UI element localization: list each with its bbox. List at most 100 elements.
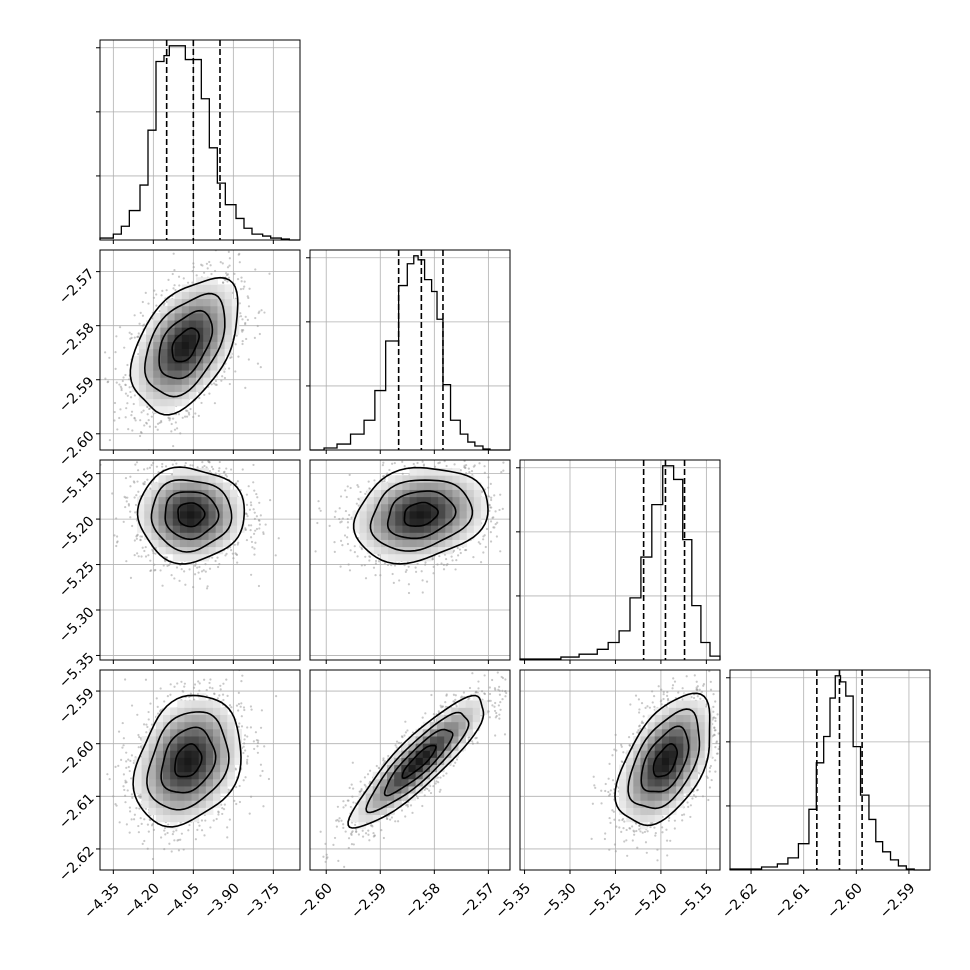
sample-point [600, 802, 603, 805]
sample-point [157, 712, 160, 715]
sample-point [104, 351, 107, 354]
density-cell [415, 757, 424, 766]
density-cell [141, 771, 150, 780]
density-cell [388, 532, 396, 540]
sample-point [690, 787, 693, 790]
density-cell [205, 707, 214, 716]
sample-point [257, 311, 260, 315]
sample-point [165, 289, 168, 292]
density-cell [444, 736, 452, 744]
sample-point [197, 571, 200, 574]
sample-point [380, 829, 383, 832]
sample-point [242, 706, 246, 709]
sample-point [693, 674, 696, 677]
density-cell [155, 743, 164, 751]
sample-point [397, 741, 401, 744]
density-cell [683, 714, 691, 723]
sample-point [475, 690, 478, 693]
sample-point [314, 550, 317, 553]
sample-point [169, 562, 172, 565]
sample-point [257, 739, 260, 742]
density-cell [201, 489, 209, 498]
density-cell [472, 714, 481, 723]
sample-point [130, 704, 134, 707]
density-cell [409, 503, 418, 512]
sample-point [141, 314, 145, 317]
sample-point [698, 688, 701, 691]
sample-point [723, 680, 725, 682]
density-cell [229, 496, 238, 505]
density-cell [187, 475, 195, 483]
sample-point [483, 471, 486, 474]
density-cell [165, 475, 174, 483]
sample-point [175, 462, 178, 465]
sample-point [495, 535, 499, 538]
density-cell [647, 778, 656, 787]
sample-point [621, 818, 624, 822]
sample-point [472, 556, 475, 559]
density-cell [394, 800, 402, 808]
density-cell [402, 482, 410, 490]
density-cell [184, 807, 192, 816]
density-cell [148, 757, 157, 766]
sample-point [368, 839, 371, 842]
sample-point [430, 454, 432, 456]
density-cell [408, 743, 417, 751]
sample-point [483, 465, 486, 468]
density-cell [181, 384, 190, 392]
sample-point [132, 402, 135, 406]
sample-point [130, 336, 133, 340]
sample-point [133, 336, 136, 339]
sample-point [398, 579, 401, 582]
sample-point [444, 705, 448, 708]
sample-point [353, 551, 356, 554]
sample-point [148, 466, 152, 469]
density-cell [438, 546, 446, 555]
sample-point [240, 715, 243, 718]
density-cell [661, 757, 670, 766]
sample-point [192, 262, 195, 265]
sample-point [401, 736, 404, 739]
pair-panel-2-1 [309, 454, 511, 664]
sample-point [349, 805, 352, 809]
sample-point [242, 779, 245, 782]
sample-point [439, 776, 442, 779]
density-cell [676, 778, 684, 787]
density-cell [222, 496, 231, 505]
sample-point [445, 564, 448, 567]
sample-point [120, 758, 123, 762]
density-cell [198, 714, 207, 723]
sample-point [198, 396, 201, 400]
sample-point [128, 331, 131, 334]
density-cell [224, 348, 233, 357]
sample-point [685, 675, 688, 678]
sample-point [496, 521, 499, 524]
sample-point [227, 250, 230, 253]
density-cell [402, 553, 410, 562]
sample-point [212, 382, 216, 385]
x-tick-label: −2.59 [877, 880, 919, 922]
sample-point [123, 346, 126, 349]
sample-point [262, 805, 265, 808]
density-cell [177, 807, 185, 816]
density-cell [172, 532, 181, 540]
sample-point [696, 688, 699, 691]
density-cell [473, 489, 482, 498]
density-cell [217, 284, 226, 292]
sample-point [403, 734, 406, 737]
sample-point [123, 495, 126, 498]
sample-point [222, 682, 225, 685]
density-cell [167, 341, 176, 350]
sample-point [590, 837, 593, 841]
density-cell [198, 793, 207, 801]
sample-point [452, 700, 455, 703]
sample-point [125, 823, 128, 826]
density-cell [203, 370, 211, 378]
density-cell [174, 327, 183, 335]
sample-point [236, 480, 239, 483]
sample-point [404, 815, 407, 818]
density-cell [237, 525, 245, 533]
sample-point [104, 377, 107, 380]
sample-point [613, 748, 616, 751]
sample-point [177, 275, 181, 278]
